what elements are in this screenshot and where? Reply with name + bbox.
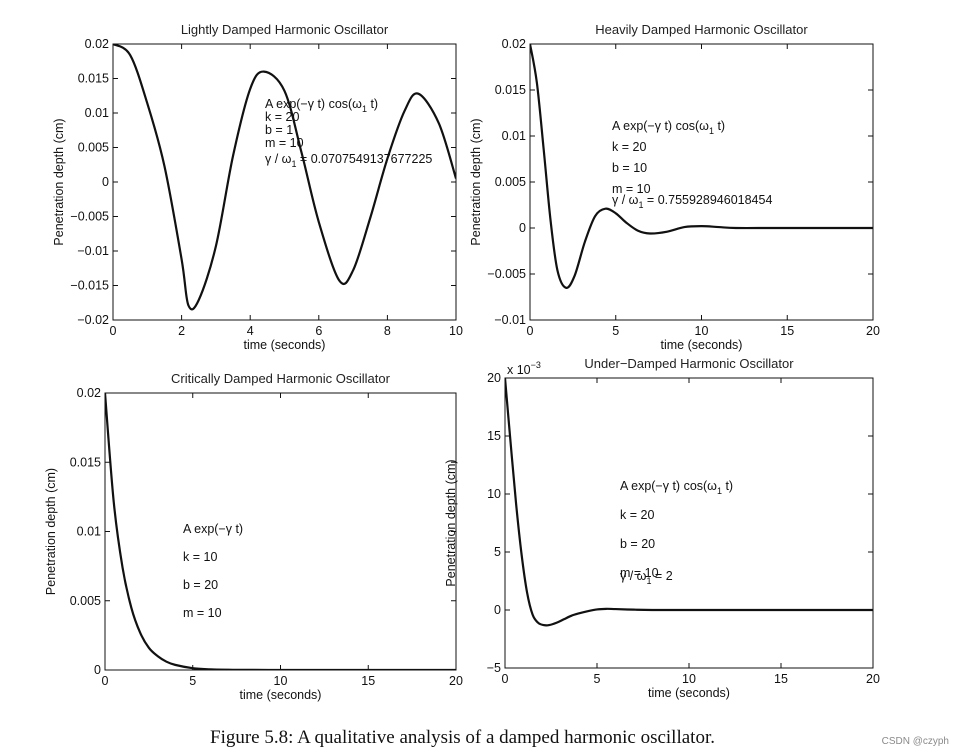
x-tick-label: 8	[384, 324, 391, 338]
x-tick-label: 6	[315, 324, 322, 338]
annotation-formula: A exp(−γ t) cos(ω1 t)	[265, 97, 378, 114]
y-tick-label: −0.005	[487, 267, 526, 281]
axes-frame	[529, 43, 874, 321]
y-axis-label: Penetration depth (cm)	[52, 118, 66, 245]
annotation-param: b = 20	[183, 578, 218, 592]
annotation-param: k = 20	[265, 110, 299, 124]
annotation-formula: A exp(−γ t)	[183, 522, 243, 536]
y-tick-label: 0	[94, 663, 101, 677]
series-line	[505, 378, 873, 627]
axes-frame	[504, 377, 874, 669]
chart-title: Critically Damped Harmonic Oscillator	[171, 371, 391, 386]
x-tick-label: 10	[449, 324, 463, 338]
annotation-param: b = 10	[612, 161, 647, 175]
series-line	[113, 44, 456, 311]
annotation-param: m = 10	[612, 182, 651, 196]
annotation-ratio: γ / ω1 = 2	[620, 569, 673, 586]
y-tick-label: 15	[487, 429, 501, 443]
annotation-param: b = 20	[620, 537, 655, 551]
y-tick-label: 20	[487, 371, 501, 385]
y-tick-label: 5	[494, 545, 501, 559]
x-tick-label: 10	[682, 672, 696, 686]
y-tick-label: 0.01	[502, 129, 526, 143]
annotation-formula: A exp(−γ t) cos(ω1 t)	[612, 119, 725, 136]
annotation-ratio: γ / ω1 = 0.755928946018454	[612, 193, 772, 210]
chart-panel-3: Critically Damped Harmonic Oscillator 0 5 1…	[44, 371, 463, 702]
y-tick-label: 0.01	[85, 106, 109, 120]
y-tick-label: 0.015	[78, 72, 109, 86]
y-axis-label: Penetration depth (cm)	[44, 468, 58, 595]
x-tick-label: 0	[502, 672, 509, 686]
y-tick-label: 0.005	[70, 594, 101, 608]
x-tick-label: 10	[274, 674, 288, 688]
x-tick-label: 20	[866, 324, 880, 338]
watermark: CSDN @czyph	[881, 736, 949, 747]
y-tick-label: 0.01	[77, 525, 101, 539]
chart-panel-4: Under−Damped Harmonic Oscillator 0 5 10 15 20…	[444, 356, 880, 700]
x-axis-label: time (seconds)	[244, 338, 326, 352]
y-tick-label: −0.02	[77, 313, 109, 327]
y-tick-label: −0.015	[70, 279, 109, 293]
y-tick-label: 0.015	[495, 83, 526, 97]
axes-frame	[104, 392, 457, 671]
y-tick-label: 0.02	[85, 37, 109, 51]
annotation-formula: A exp(−γ t) cos(ω1 t)	[620, 479, 733, 496]
x-tick-label: 4	[247, 324, 254, 338]
y-tick-label: 10	[487, 487, 501, 501]
y-tick-label: 0.005	[495, 175, 526, 189]
y-tick-label: 0.015	[70, 455, 101, 469]
series-line	[105, 393, 456, 670]
y-tick-label: 0.02	[502, 37, 526, 51]
x-tick-label: 20	[449, 674, 463, 688]
y-tick-label: 0	[519, 221, 526, 235]
annotation-param: m = 10	[183, 606, 222, 620]
x-tick-label: 0	[110, 324, 117, 338]
figure-caption: Figure 5.8: A qualitative analysis of a …	[210, 727, 715, 748]
x-tick-label: 15	[774, 672, 788, 686]
y-tick-label: 0	[102, 175, 109, 189]
x-axis-label: time (seconds)	[661, 338, 743, 352]
annotation-param: k = 10	[183, 550, 217, 564]
y-tick-label: −5	[487, 661, 501, 675]
annotation-param: k = 20	[612, 140, 646, 154]
chart-title: Heavily Damped Harmonic Oscillator	[595, 22, 808, 37]
y-tick-label: 0.005	[78, 141, 109, 155]
y-axis-label: Penetration depth (cm)	[444, 459, 458, 586]
annotation-param: b = 1	[265, 123, 293, 137]
y-tick-label: −0.01	[77, 244, 109, 258]
annotation-param: m = 10	[620, 566, 659, 580]
y-exponent-label: x 10−3	[507, 360, 541, 377]
x-tick-label: 5	[189, 674, 196, 688]
chart-panel-1: Lightly Damped Harmonic Oscillator 0 2 4 6 8 1…	[52, 22, 463, 352]
series-line	[530, 44, 873, 289]
x-tick-label: 5	[612, 324, 619, 338]
y-tick-label: 0	[494, 603, 501, 617]
annotation-param: k = 20	[620, 508, 654, 522]
chart-title: Lightly Damped Harmonic Oscillator	[181, 22, 389, 37]
x-tick-label: 0	[527, 324, 534, 338]
x-tick-label: 2	[178, 324, 185, 338]
annotation-param: m = 10	[265, 136, 304, 150]
x-tick-label: 5	[594, 672, 601, 686]
chart-title: Under−Damped Harmonic Oscillator	[584, 356, 794, 371]
y-tick-label: −0.01	[494, 313, 526, 327]
x-tick-label: 15	[780, 324, 794, 338]
x-tick-label: 10	[695, 324, 709, 338]
x-tick-label: 15	[361, 674, 375, 688]
y-tick-label: 0.02	[77, 386, 101, 400]
y-axis-label: Penetration depth (cm)	[469, 118, 483, 245]
x-tick-label: 20	[866, 672, 880, 686]
chart-panel-2: Heavily Damped Harmonic Oscillator 0 5 10 15…	[469, 22, 880, 352]
axes-frame	[112, 43, 457, 321]
x-axis-label: time (seconds)	[240, 688, 322, 702]
y-tick-label: −0.005	[70, 210, 109, 224]
x-axis-label: time (seconds)	[648, 686, 730, 700]
annotation-ratio: γ / ω1 = 0.0707549137677225	[265, 152, 432, 169]
x-tick-label: 0	[102, 674, 109, 688]
